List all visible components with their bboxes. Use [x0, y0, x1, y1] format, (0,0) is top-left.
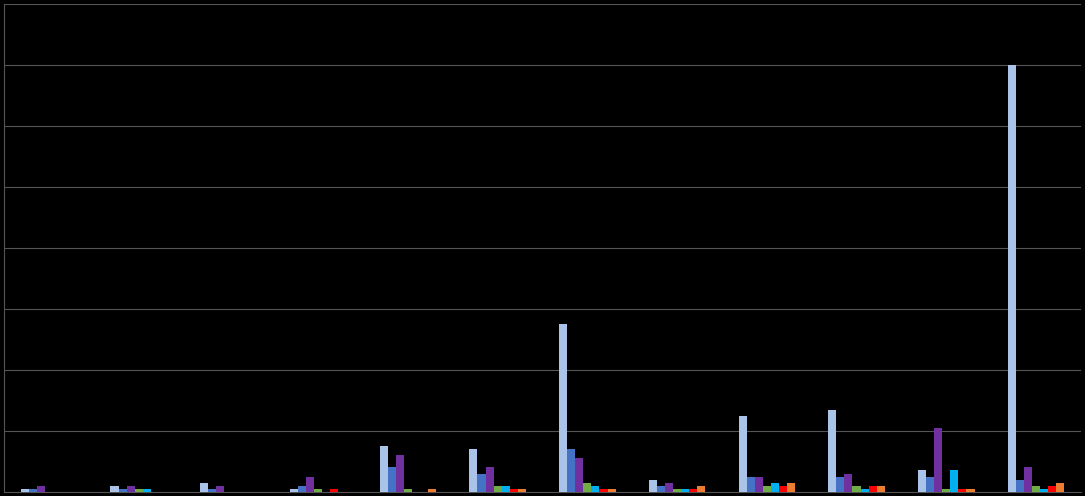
- Bar: [739, 416, 746, 492]
- Bar: [37, 486, 44, 492]
- Bar: [927, 477, 934, 492]
- Bar: [201, 483, 208, 492]
- Bar: [135, 489, 143, 492]
- Bar: [396, 455, 404, 492]
- Bar: [755, 477, 763, 492]
- Bar: [1048, 486, 1056, 492]
- Bar: [673, 489, 681, 492]
- Bar: [584, 483, 591, 492]
- Bar: [510, 489, 518, 492]
- Bar: [143, 489, 151, 492]
- Bar: [591, 486, 600, 492]
- Bar: [494, 486, 501, 492]
- Bar: [208, 489, 216, 492]
- Bar: [477, 474, 485, 492]
- Bar: [1024, 467, 1032, 492]
- Bar: [29, 489, 37, 492]
- Bar: [600, 489, 608, 492]
- Bar: [918, 471, 927, 492]
- Bar: [779, 486, 787, 492]
- Bar: [1016, 480, 1024, 492]
- Bar: [837, 477, 844, 492]
- Bar: [575, 458, 584, 492]
- Bar: [656, 486, 665, 492]
- Bar: [127, 486, 135, 492]
- Bar: [746, 477, 755, 492]
- Bar: [470, 449, 477, 492]
- Bar: [967, 489, 974, 492]
- Bar: [387, 467, 396, 492]
- Bar: [380, 446, 387, 492]
- Bar: [958, 489, 967, 492]
- Bar: [608, 489, 615, 492]
- Bar: [787, 483, 795, 492]
- Bar: [111, 486, 118, 492]
- Bar: [698, 486, 705, 492]
- Bar: [689, 489, 698, 492]
- Bar: [681, 489, 689, 492]
- Bar: [216, 486, 225, 492]
- Bar: [518, 489, 526, 492]
- Bar: [559, 324, 567, 492]
- Bar: [330, 489, 339, 492]
- Bar: [118, 489, 127, 492]
- Bar: [485, 467, 494, 492]
- Bar: [1032, 486, 1041, 492]
- Bar: [404, 489, 412, 492]
- Bar: [1041, 489, 1048, 492]
- Bar: [290, 489, 298, 492]
- Bar: [844, 474, 853, 492]
- Bar: [877, 486, 884, 492]
- Bar: [315, 489, 322, 492]
- Bar: [501, 486, 510, 492]
- Bar: [665, 483, 673, 492]
- Bar: [306, 477, 315, 492]
- Bar: [934, 428, 942, 492]
- Bar: [1056, 483, 1064, 492]
- Bar: [942, 489, 950, 492]
- Bar: [763, 486, 770, 492]
- Bar: [869, 486, 877, 492]
- Bar: [950, 471, 958, 492]
- Bar: [1008, 65, 1016, 492]
- Bar: [567, 449, 575, 492]
- Bar: [298, 486, 306, 492]
- Bar: [853, 486, 860, 492]
- Bar: [828, 410, 837, 492]
- Bar: [649, 480, 656, 492]
- Bar: [860, 489, 869, 492]
- Bar: [770, 483, 779, 492]
- Bar: [429, 489, 436, 492]
- Bar: [21, 489, 29, 492]
